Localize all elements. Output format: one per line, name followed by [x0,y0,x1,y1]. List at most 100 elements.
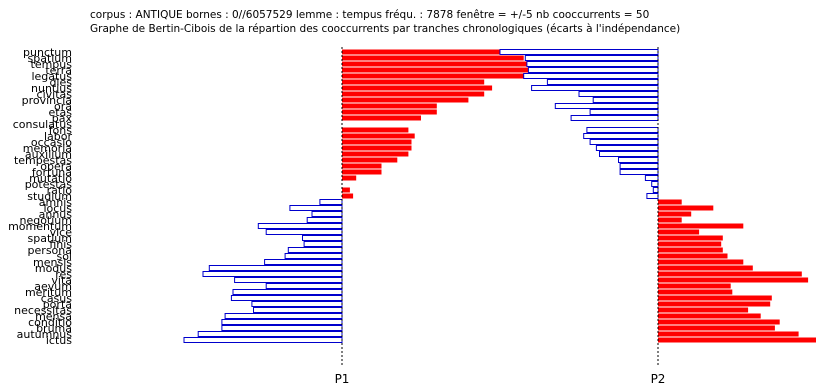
bar-p2-porta [658,301,771,307]
bar-p1-modus [208,265,343,271]
category-label-vice: vice [50,226,73,239]
axis-p2-label: P2 [651,372,666,386]
bar-p1-casus [230,295,343,301]
bar-p2-tempus [526,61,659,67]
bar-p1-res [202,271,343,277]
bar-p2-conditio [658,319,780,325]
bar-p1-autumnus [197,331,343,337]
category-label-mutatio: mutatio [29,172,72,185]
bar-p1-vita [234,277,343,283]
bar-p2-spatium [524,55,659,61]
bar-p2-modus [658,265,753,271]
bar-p2-aevum [658,283,731,289]
category-label-labor: labor [44,130,73,143]
bar-p2-locus [658,205,714,211]
bar-p1-ictus [183,337,343,343]
bar-p1-auxilium [342,151,409,157]
bar-p1-meritum [232,289,343,295]
category-label-locus: locus [43,202,72,215]
bar-p1-locus [289,205,343,211]
axis-p1-label: P1 [335,372,350,386]
bar-p1-mutatio [342,175,357,181]
bar-p2-sol [658,253,728,259]
bar-p2-ratio [652,187,659,193]
category-label-annus: annus [39,208,73,221]
category-label-etas: etas [48,106,72,119]
bar-p1-nuntius [342,85,493,91]
bar-p1-opera [342,163,382,169]
category-label-negotium: negotium [19,214,72,227]
bar-p2-res [658,271,802,277]
category-label-momentum: momentum [8,220,72,233]
category-label-occasio: occasio [31,136,72,149]
bar-p2-punctum [499,49,659,55]
bar-p2-fons [586,127,659,133]
category-label-mensa: mensa [35,310,72,323]
category-label-opera: opera [40,160,72,173]
bar-p2-ictus [658,337,816,343]
category-label-legatus: legatus [31,70,72,83]
bar-p2-memoria [595,145,659,151]
bar-p2-opera [619,163,659,169]
bar-p1-tempestas [342,157,398,163]
bar-p2-fortuna [619,169,659,175]
bar-p1-amnis [319,199,343,205]
category-label-amnis: amnis [39,196,72,209]
bars-group [183,49,816,343]
category-label-provincia: provincia [22,94,72,107]
category-label-pax: pax [52,112,73,125]
bar-p1-bruma [221,325,343,331]
bar-p1-studium [342,193,354,199]
category-label-studium: studium [27,190,72,203]
bar-p1-spatium [342,55,524,61]
bar-p2-mensa [658,313,761,319]
bar-p2-necessitas [658,307,749,313]
bar-p2-autumnus [658,331,799,337]
bar-p1-tempus [342,61,532,67]
bar-p2-etas [589,109,659,115]
bar-p1-mensa [224,313,343,319]
category-label-ratio: ratio [47,184,73,197]
category-label-fons: fons [49,124,73,137]
category-label-ora: ora [54,100,72,113]
category-label-aevum: aevum [34,280,72,293]
bar-p1-necessitas [253,307,343,313]
category-label-ictus: ictus [46,334,72,347]
category-label-dies: dies [49,76,72,89]
bar-p1-porta [251,301,343,307]
bar-p1-annus [311,211,343,217]
category-label-persona: persona [28,244,72,257]
header-line-1: corpus : ANTIQUE bornes : 0//6057529 lem… [90,9,649,21]
bar-p2-nuntius [531,85,659,91]
bar-p1-persona [287,247,343,253]
bar-p2-potestas [651,181,659,187]
category-label-bruma: bruma [36,322,72,335]
category-label-meritum: meritum [25,286,72,299]
bar-p1-momentum [257,223,343,229]
bar-p1-aevum [265,283,343,289]
bar-p2-spatium2 [658,235,723,241]
bar-p1-labor [342,133,415,139]
bar-p2-vita [658,277,809,283]
category-label-modus: modus [35,262,72,275]
bar-p2-terra [527,67,659,73]
category-label-tempestas: tempestas [14,154,72,167]
bar-p1-negotium [306,217,343,223]
bar-p1-finis [303,241,343,247]
category-label-spatium2: spatium [27,232,72,245]
category-label-nuntius: nuntius [31,82,72,95]
bar-p1-punctum [342,49,500,55]
bar-p2-vice [658,229,700,235]
bar-p2-negotium [658,217,682,223]
bar-p2-dies [546,79,659,85]
bar-p2-bruma [658,325,775,331]
category-label-consulatus: consulatus [13,118,73,131]
bar-p1-terra [342,67,540,73]
bar-p1-occasio [342,139,412,145]
bar-p2-mutatio [644,175,659,181]
category-label-terra: terra [45,64,72,77]
bar-p1-vice [265,229,343,235]
bar-p1-civitas [342,91,485,97]
bar-p1-fortuna [342,169,382,175]
